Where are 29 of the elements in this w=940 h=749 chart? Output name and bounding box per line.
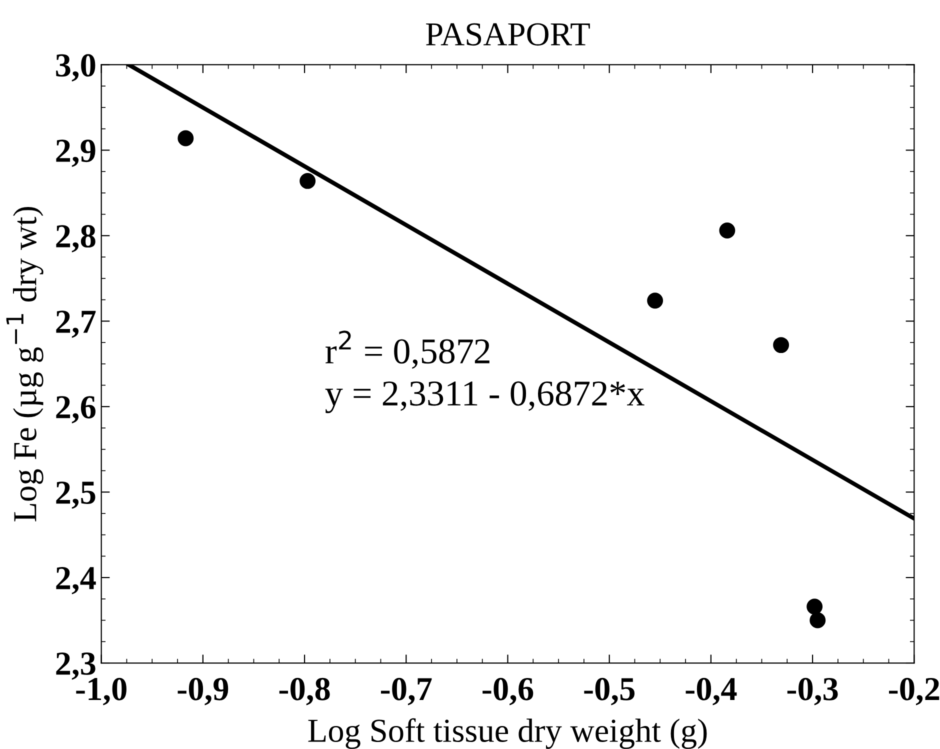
point bbox=[647, 292, 664, 309]
x-tick-label: -0,9 bbox=[178, 678, 228, 706]
y-tick-label: 2,5 bbox=[56, 482, 96, 509]
y-tick-label: 2,7 bbox=[56, 310, 96, 338]
y-tick-label: 2,8 bbox=[56, 225, 96, 252]
point bbox=[810, 612, 826, 628]
y-tick-label: 3,0 bbox=[56, 54, 96, 82]
x-tick-label: -0,3 bbox=[787, 678, 838, 706]
point bbox=[719, 222, 736, 239]
x-tick-label: -1,0 bbox=[76, 678, 126, 706]
annotation: y = 2,3311 - 0,6872*x bbox=[325, 381, 644, 414]
point bbox=[806, 598, 823, 615]
y-tick-label: 2,9 bbox=[56, 140, 96, 167]
point bbox=[773, 337, 790, 354]
y-tick-label: 2,6 bbox=[56, 396, 96, 424]
y-tick-label: 2,4 bbox=[56, 567, 96, 594]
point bbox=[178, 130, 194, 146]
y-tick-label: 2,3 bbox=[56, 652, 96, 680]
x-tick-label: -0,7 bbox=[380, 678, 432, 706]
x-tick-label: -0,4 bbox=[686, 678, 737, 706]
y-axis-title: Log Fe (µg g$^{−1}$ dry wt) bbox=[6, 207, 44, 522]
x-axis-title: Log Soft tissue dry weight (g) bbox=[308, 718, 707, 749]
x-tick-label: -0,6 bbox=[482, 678, 534, 706]
x-tick-label: -0,8 bbox=[279, 678, 330, 706]
chart-title: PASAPORT bbox=[426, 23, 590, 46]
x-tick-label: -0,5 bbox=[584, 678, 635, 706]
annotation: r$^{2}$ = 0,5872 bbox=[326, 330, 490, 369]
point bbox=[300, 172, 316, 189]
x-tick-label: -0,2 bbox=[888, 678, 940, 706]
